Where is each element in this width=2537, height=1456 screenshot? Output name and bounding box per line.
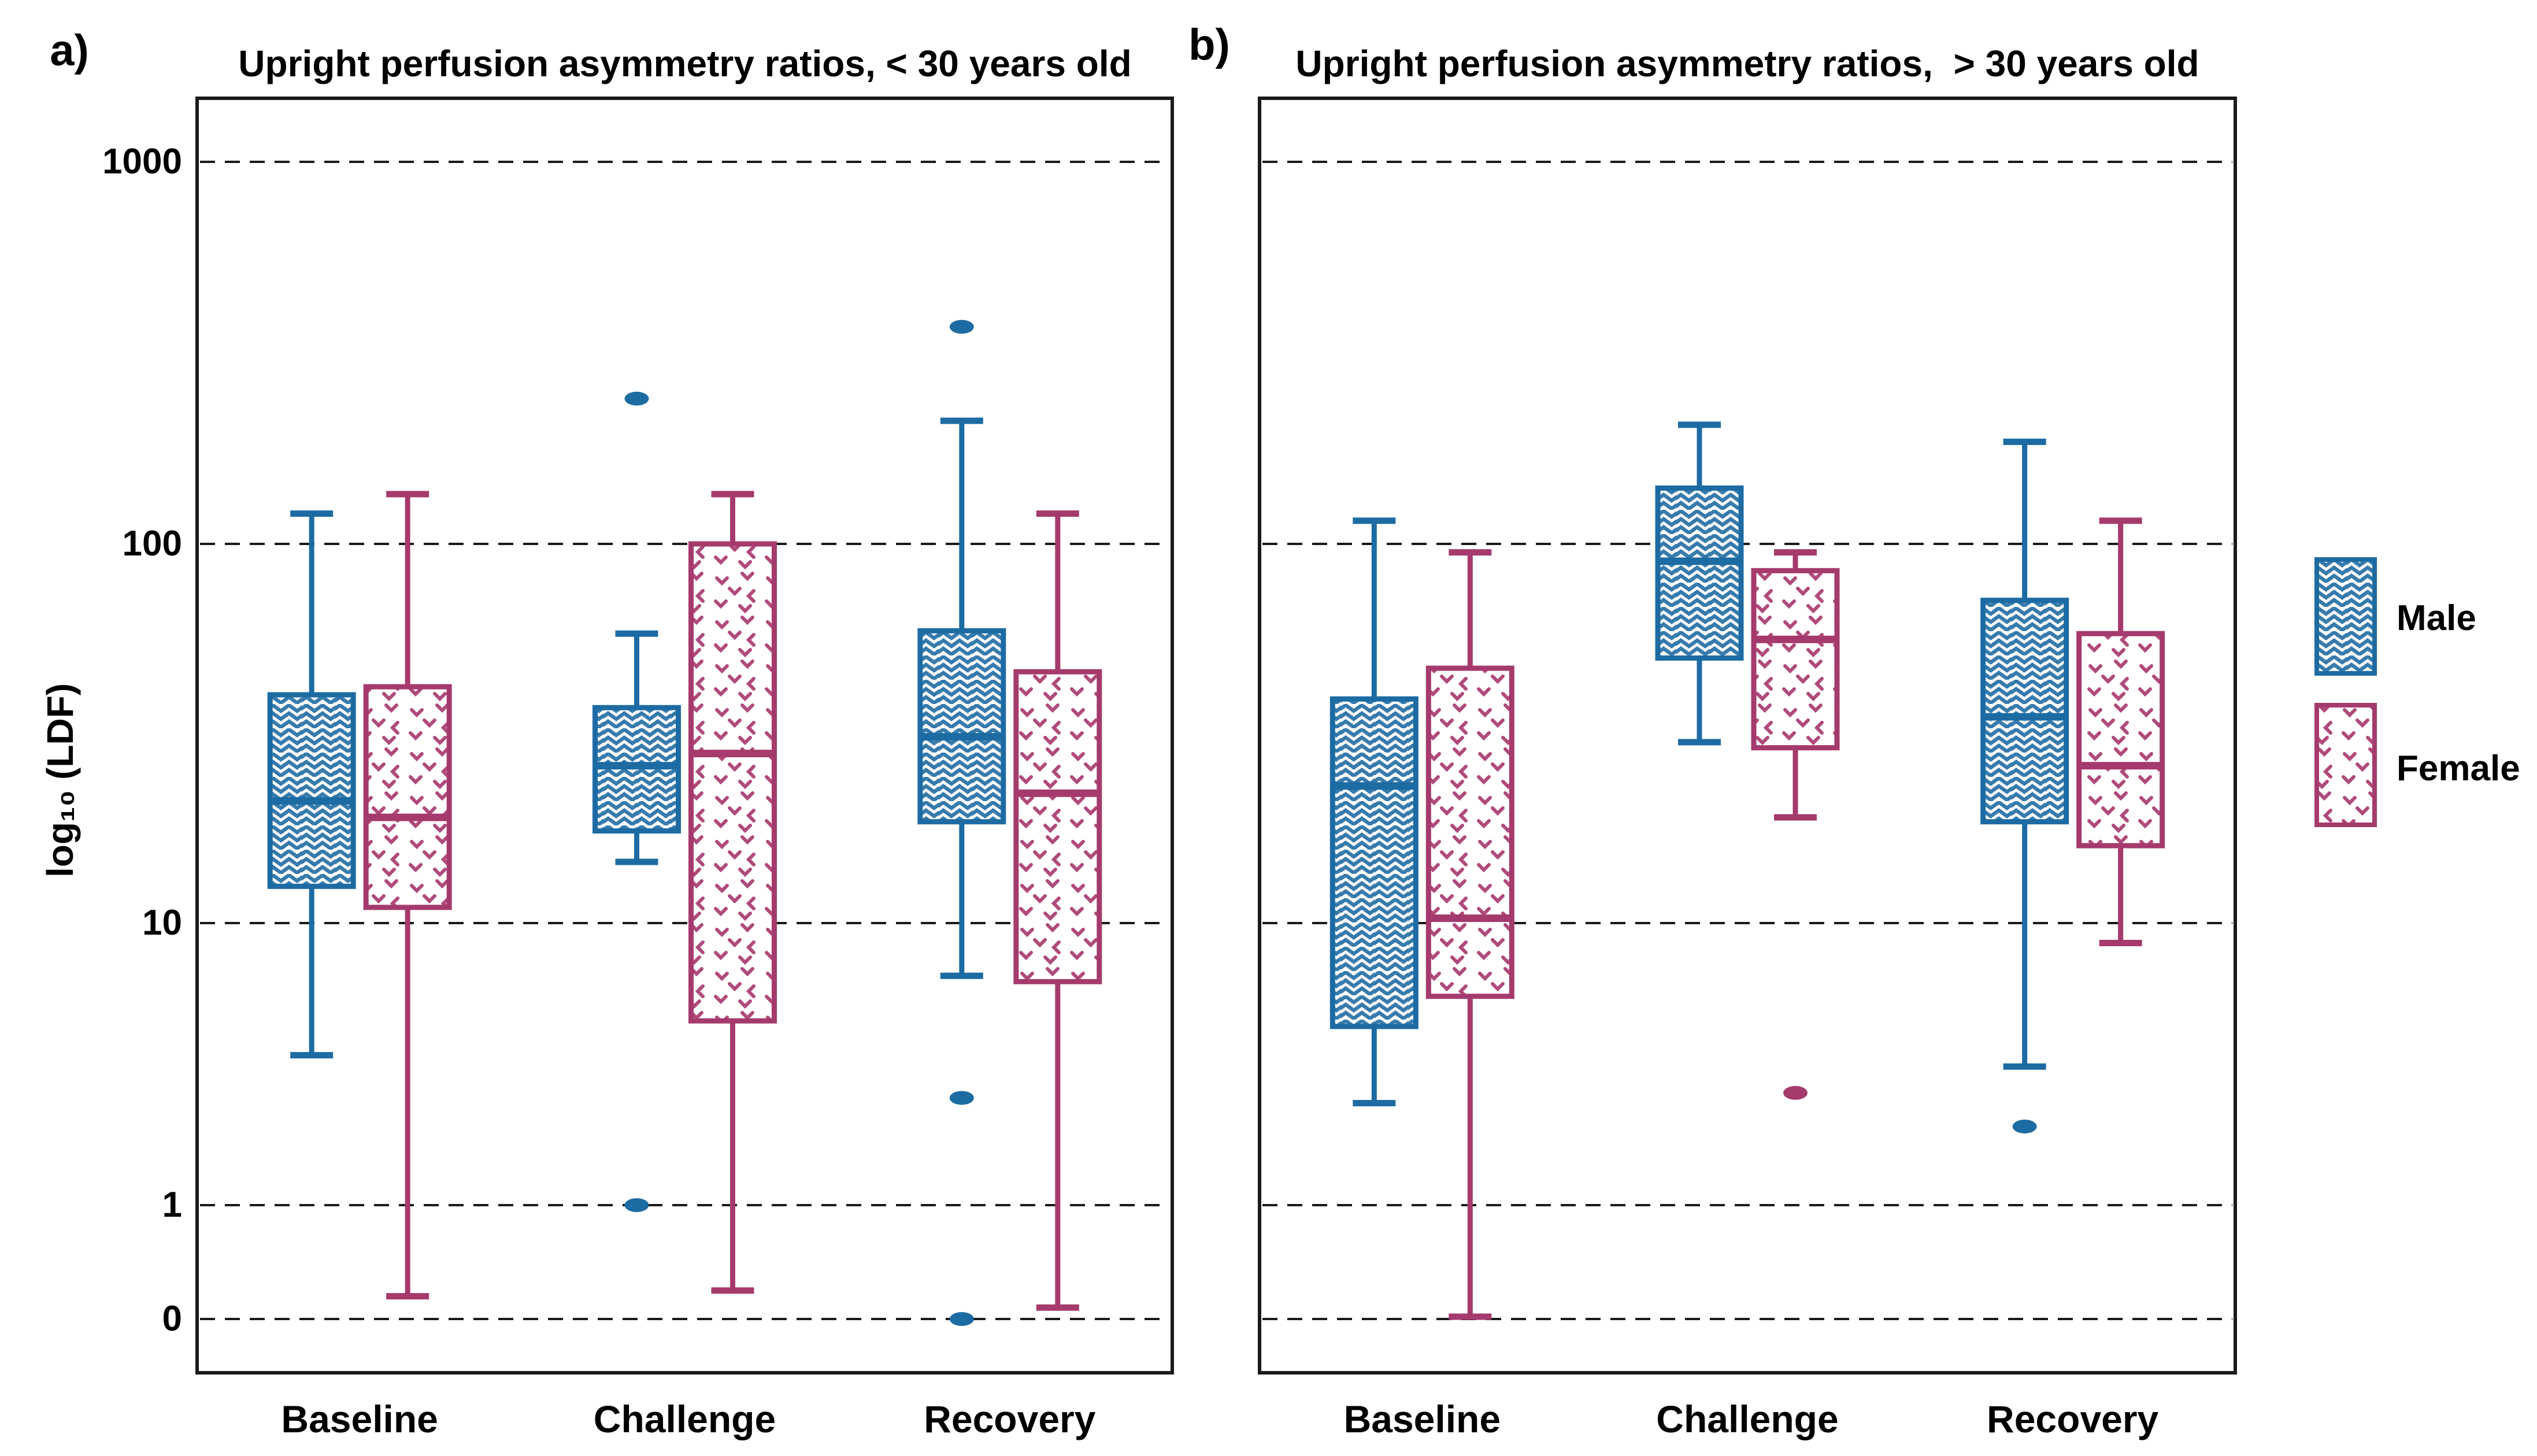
outlier-dot-male-challenge-a-0 (624, 391, 649, 406)
outlier-dot-male-recovery-a-0 (949, 320, 974, 334)
panel-b-tag: b) (1188, 20, 1230, 69)
outlier-dot-male-recovery-a-1 (949, 1091, 974, 1105)
box-male-challenge-b (1655, 485, 1744, 661)
box-male-baseline-b (1329, 696, 1419, 1029)
box-male-recovery-a (917, 628, 1006, 825)
box-male-baseline-a (267, 692, 356, 889)
box-female-recovery-b (2076, 631, 2165, 849)
legend-female-swatch (2314, 703, 2377, 827)
x-tick-recovery-b: Recovery (1987, 1398, 2159, 1440)
y-tick-0: 0 (162, 1299, 182, 1339)
chart-layer (195, 97, 2377, 1375)
plot-border-panel-b (1258, 97, 2237, 1375)
outlier-dot-male-challenge-a-1 (624, 1198, 649, 1212)
x-tick-baseline-a: Baseline (281, 1398, 438, 1440)
box-female-challenge-a (688, 541, 777, 1024)
panel-a-title: Upright perfusion asymmetry ratios, < 30… (238, 43, 1132, 84)
outlier-dot-male-recovery-a-2 (949, 1312, 974, 1326)
outlier-dot-male-recovery-b-0 (2012, 1119, 2037, 1133)
panel-a-tag: a) (50, 26, 89, 75)
panel-b-title: Upright perfusion asymmetry ratios, > 30… (1295, 43, 2199, 84)
box-female-challenge-b (1751, 568, 1840, 751)
legend-male-swatch (2314, 557, 2377, 676)
box-female-recovery-a (1013, 669, 1102, 984)
y-tick-1000: 1000 (102, 142, 182, 181)
plot-border-panel-a (195, 97, 1174, 1375)
x-tick-challenge-a: Challenge (593, 1398, 776, 1440)
box-male-recovery-b (1980, 598, 2069, 825)
legend-male-label: Male (2397, 598, 2476, 638)
box-female-baseline-a (363, 684, 452, 910)
y-axis-label: log₁₀ (LDF) (39, 683, 81, 878)
y-tick-1: 1 (162, 1185, 182, 1225)
x-tick-challenge-b: Challenge (1656, 1398, 1839, 1440)
box-female-baseline-b (1425, 665, 1514, 999)
x-tick-recovery-a: Recovery (924, 1398, 1096, 1440)
x-tick-baseline-b: Baseline (1343, 1398, 1501, 1440)
y-tick-100: 100 (122, 524, 182, 564)
legend-female-label: Female (2397, 749, 2520, 788)
y-tick-10: 10 (142, 903, 182, 943)
outlier-dot-female-challenge-b-0 (1783, 1085, 1808, 1100)
